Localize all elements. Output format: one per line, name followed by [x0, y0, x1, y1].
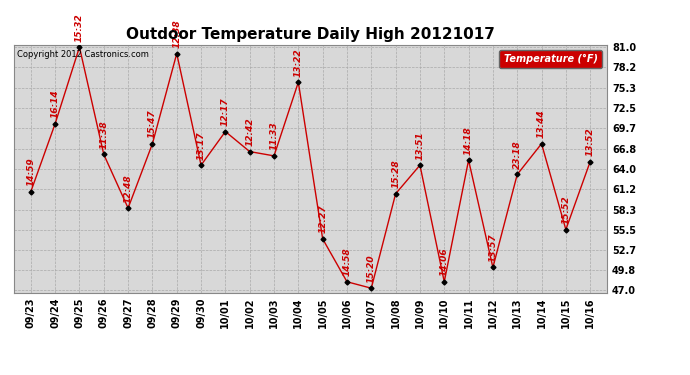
Text: 12:17: 12:17: [221, 98, 230, 126]
Text: 12:38: 12:38: [172, 20, 181, 48]
Text: 14:58: 14:58: [342, 248, 351, 276]
Text: 13:52: 13:52: [586, 128, 595, 156]
Text: 14:18: 14:18: [464, 126, 473, 154]
Text: 13:44: 13:44: [537, 110, 546, 138]
Text: 12:27: 12:27: [318, 205, 327, 233]
Text: 13:51: 13:51: [415, 131, 424, 160]
Text: 13:57: 13:57: [489, 233, 497, 262]
Text: 15:32: 15:32: [75, 13, 84, 42]
Text: 12:48: 12:48: [124, 174, 132, 202]
Text: 14:59: 14:59: [26, 158, 35, 186]
Title: Outdoor Temperature Daily High 20121017: Outdoor Temperature Daily High 20121017: [126, 27, 495, 42]
Text: 14:06: 14:06: [440, 248, 449, 276]
Text: 13:17: 13:17: [197, 131, 206, 160]
Text: 15:28: 15:28: [391, 160, 400, 188]
Text: 15:52: 15:52: [562, 195, 571, 224]
Text: 12:42: 12:42: [245, 117, 254, 146]
Text: 15:47: 15:47: [148, 110, 157, 138]
Text: 11:33: 11:33: [270, 122, 279, 150]
Text: 23:18: 23:18: [513, 140, 522, 169]
Text: 13:22: 13:22: [294, 48, 303, 76]
Legend: Temperature (°F): Temperature (°F): [499, 50, 602, 68]
Text: Copyright 2012 Castronics.com: Copyright 2012 Castronics.com: [17, 50, 148, 59]
Text: 16:14: 16:14: [50, 90, 59, 118]
Text: 15:20: 15:20: [367, 254, 376, 283]
Text: 11:38: 11:38: [99, 120, 108, 149]
